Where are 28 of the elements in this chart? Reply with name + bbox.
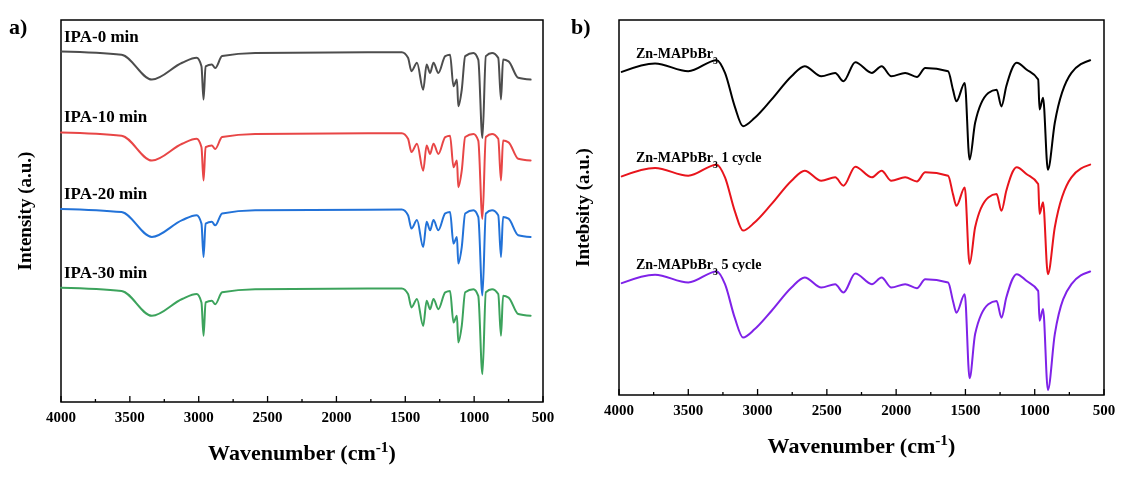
x-tick-label: 500 (531, 409, 555, 425)
x-tick-label: 2500 (811, 402, 842, 418)
series-label: IPA-20 min (64, 183, 148, 203)
x-tick-label: 2000 (321, 409, 352, 425)
chart-title: b) (571, 14, 591, 39)
x-axis-title: Wavenumber (cm$^{-1}$) (208, 437, 396, 465)
y-axis-title: Intebsity (a.u.) (572, 148, 594, 267)
chart-title: a) (9, 14, 28, 39)
x-tick-label: 1500 (950, 402, 981, 418)
x-tick-label: 3000 (742, 402, 773, 418)
y-axis-title: Intensity (a.u.) (14, 151, 36, 271)
series-label: IPA-30 min (64, 262, 148, 282)
x-tick-label: 3500 (673, 402, 704, 418)
series-label: IPA-10 min (64, 107, 148, 127)
x-tick-label: 1500 (390, 409, 421, 425)
series-label: Zn-MAPbBr$_{3}$ 1 cycle (636, 150, 762, 170)
series-label: Zn-MAPbBr$_{3}$ 5 cycle (636, 257, 762, 277)
x-tick-label: 3500 (114, 409, 145, 425)
x-tick-label: 4000 (604, 402, 634, 418)
x-tick-label: 500 (1092, 402, 1116, 418)
x-tick-label: 1000 (459, 409, 490, 425)
x-tick-label: 4000 (46, 409, 76, 425)
x-tick-label: 2000 (881, 402, 912, 418)
x-axis-title: Wavenumber (cm$^{-1}$) (767, 430, 956, 458)
series-label: IPA-0 min (64, 26, 140, 46)
x-tick-label: 2500 (252, 409, 283, 425)
x-tick-label: 3000 (183, 409, 214, 425)
x-tick-label: 1000 (1019, 402, 1050, 418)
